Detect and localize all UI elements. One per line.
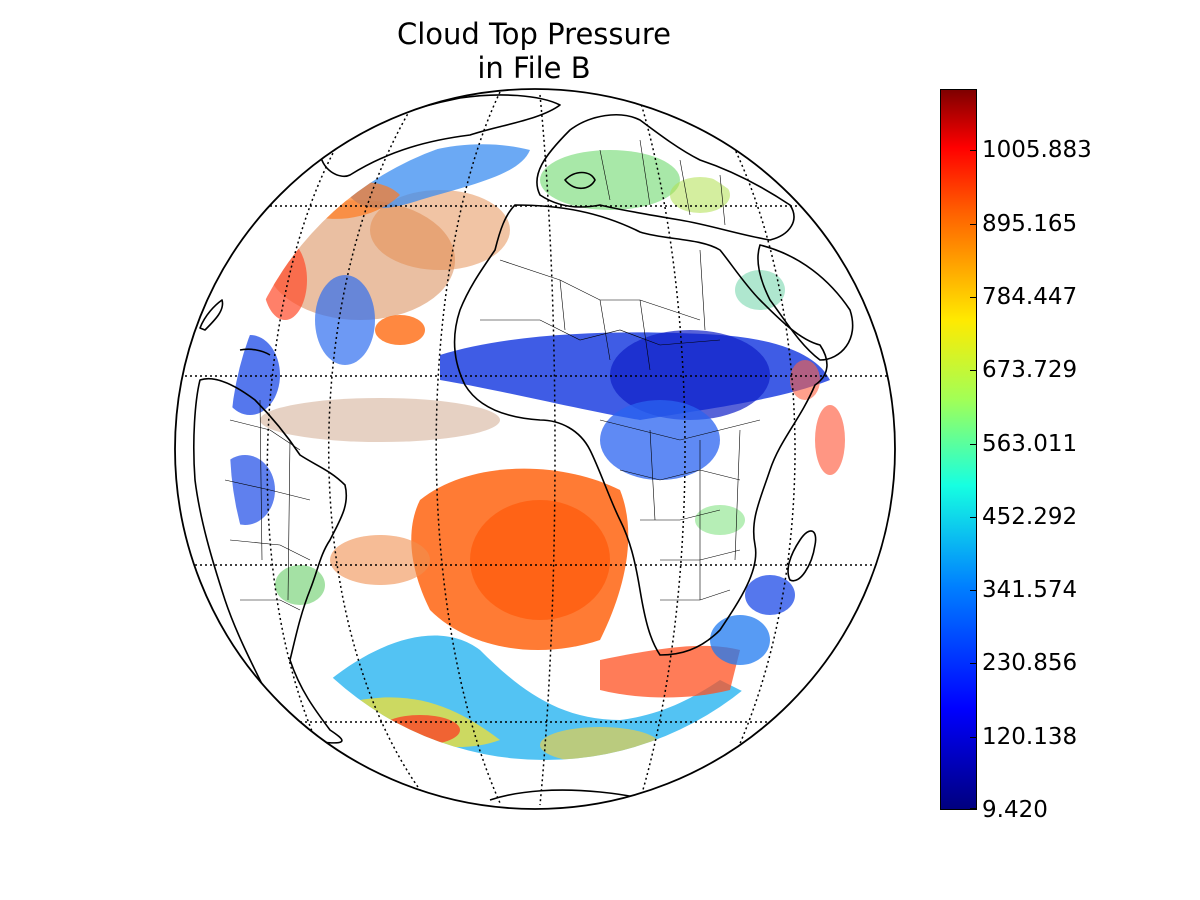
colorbar-label: 1005.883 [982, 137, 1092, 164]
colorbar-tick [970, 808, 977, 809]
country-borders [224, 139, 761, 611]
map-title-line-1: Cloud Top Pressure [396, 17, 672, 51]
madagascar-outline [787, 530, 817, 582]
colorbar-tick [970, 590, 977, 592]
colorbar-label: 673.729 [982, 357, 1078, 384]
colorbar-label: 9.420 [982, 797, 1048, 823]
colorbar-tick [970, 370, 977, 372]
colorbar [940, 89, 977, 810]
colorbar-label: 452.292 [982, 503, 1078, 530]
colorbar-tick [970, 150, 977, 152]
colorbar-label: 230.856 [982, 650, 1078, 677]
colorbar-label: 895.165 [982, 210, 1078, 237]
colorbar-tick [970, 296, 977, 298]
colorbar-label: 341.574 [982, 577, 1078, 604]
south-america-outline [193, 378, 348, 744]
colorbar-tick [970, 443, 977, 445]
africa-outline [453, 204, 828, 656]
europe-outline [536, 114, 795, 241]
globe-outline [174, 88, 896, 810]
colorbar-tick [970, 516, 977, 518]
map-title-line-2: in File B [477, 51, 591, 85]
colorbar-tick [970, 223, 977, 225]
colorbar-label: 563.011 [982, 430, 1078, 457]
colorbar-tick [970, 736, 977, 738]
colorbar-label: 784.447 [982, 283, 1078, 310]
colorbar-label: 120.138 [982, 723, 1078, 750]
colorbar-tick [970, 663, 977, 665]
